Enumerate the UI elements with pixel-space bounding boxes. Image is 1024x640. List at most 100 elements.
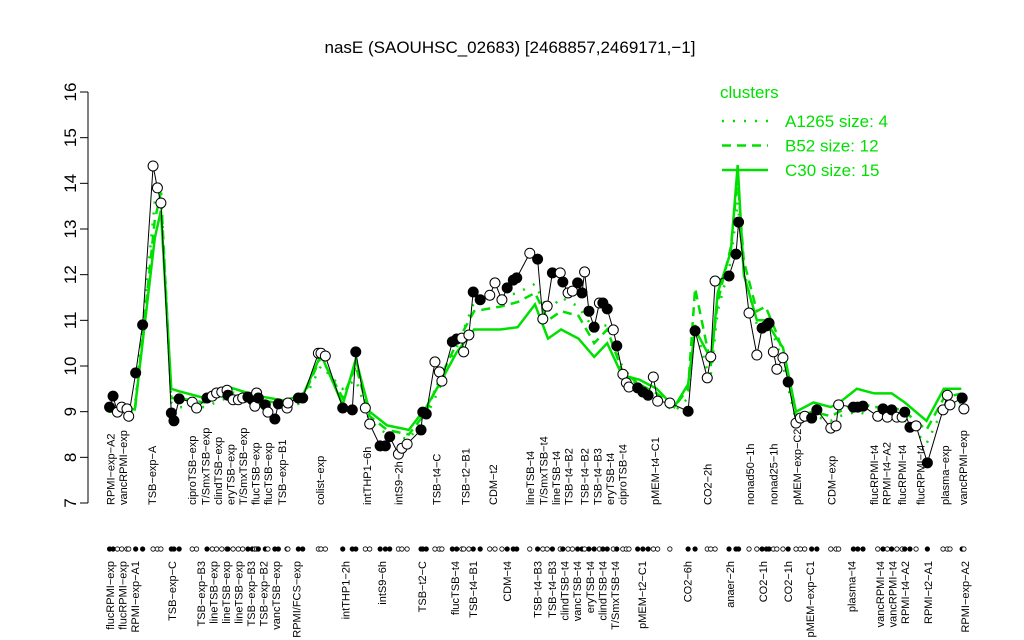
data-point <box>689 325 701 337</box>
x-label-bottom: vancTSB−exp <box>271 561 283 630</box>
data-point <box>557 276 569 288</box>
x-label-bottom: vancRPMI−t4 <box>888 561 900 627</box>
data-point <box>511 272 523 284</box>
rug-mark <box>535 546 541 552</box>
rug-mark <box>907 546 913 552</box>
rug-mark <box>404 546 410 552</box>
x-label-top: TSB−t2−B1 <box>460 448 472 505</box>
x-label-top: intTHP1−6h <box>362 447 374 505</box>
rug-mark <box>814 546 820 552</box>
data-point <box>554 267 566 279</box>
rug-mark <box>240 546 246 552</box>
rug-mark <box>797 546 803 552</box>
data-point <box>723 270 735 282</box>
data-point <box>379 440 391 452</box>
y-axis: 7 8 9 10 11 12 13 14 15 16 <box>61 83 89 508</box>
x-label-top: lineTSB−t4 <box>551 451 563 505</box>
rug-mark <box>399 546 405 552</box>
rug-mark <box>382 546 388 552</box>
data-point <box>463 329 475 341</box>
data-point <box>709 275 721 287</box>
sample-rug <box>106 546 967 552</box>
rug-mark <box>614 546 620 552</box>
rug-mark <box>477 546 483 552</box>
data-point <box>524 247 536 259</box>
data-point <box>771 363 783 375</box>
rug-mark <box>860 546 866 552</box>
rug-mark <box>119 546 125 552</box>
x-label-top: pMEM−t4−C1 <box>650 437 662 505</box>
rug-mark <box>423 546 429 552</box>
data-point <box>474 294 486 306</box>
rug-mark <box>367 546 373 552</box>
x-label-top: RPMI−t4−A2 <box>882 442 894 505</box>
rug-mark <box>504 546 510 552</box>
rug-mark <box>604 546 610 552</box>
x-label-bottom: TSB−t4−B1 <box>468 561 480 618</box>
data-point <box>956 392 968 404</box>
y-tick-label: 14 <box>61 174 80 193</box>
rug-mark <box>685 546 691 552</box>
data-point <box>701 372 713 384</box>
data-point <box>576 287 588 299</box>
data-point <box>359 402 371 414</box>
rug-mark <box>499 546 505 552</box>
x-label-bottom: RPMI/FCS−exp <box>292 561 304 638</box>
data-point <box>496 294 508 306</box>
data-point <box>941 389 953 401</box>
x-label-bottom: flucRPMI−exp <box>117 561 129 630</box>
data-point <box>811 404 823 416</box>
x-label-bottom: clindTSB−t4 <box>559 561 571 621</box>
rug-mark <box>492 546 498 552</box>
x-label-bottom: TSB−exp−B2 <box>258 561 270 626</box>
x-label-top: CDM−exp <box>827 456 839 505</box>
rug-mark <box>560 546 566 552</box>
rug-mark <box>635 546 641 552</box>
x-label-bottom: lineTSB−exp <box>221 561 233 624</box>
rug-mark <box>114 546 121 552</box>
data-point <box>588 321 600 333</box>
x-label-top: lineTSB−t4 <box>525 451 537 505</box>
y-tick-label: 8 <box>61 453 80 462</box>
x-label-top: CO2−2h <box>702 464 714 505</box>
data-point <box>433 366 445 378</box>
x-label-bottom: TSB−t2−C <box>417 561 429 612</box>
rug-mark <box>387 546 393 552</box>
data-point <box>944 399 956 411</box>
x-label-bottom: anaer−2h <box>725 561 737 608</box>
rug-mark <box>362 546 368 552</box>
rug-mark <box>655 546 661 552</box>
rug-mark <box>875 546 881 552</box>
x-label-bottom: TSB−exp−C <box>167 561 179 621</box>
data-point <box>777 352 789 364</box>
y-tick-label: 11 <box>61 312 80 330</box>
rug-mark <box>600 546 606 552</box>
data-point <box>830 420 842 432</box>
data-point <box>537 313 549 325</box>
x-label-bottom: TSB−exp−B3 <box>196 561 208 626</box>
rug-mark <box>785 546 791 552</box>
data-point <box>682 405 694 417</box>
x-label-top: intS9−2h <box>393 461 405 505</box>
data-point <box>346 404 358 416</box>
x-label-bottom: pMEM−t2−C1 <box>637 561 649 629</box>
legend-entry: C30 size: 15 <box>785 161 880 180</box>
data-point <box>151 182 163 194</box>
rug-mark <box>855 546 861 552</box>
rug-mark <box>432 546 438 552</box>
y-tick-label: 12 <box>61 265 80 284</box>
data-point <box>107 390 119 402</box>
x-label-top: ciproTSB−t4 <box>618 444 630 505</box>
rug-mark <box>150 546 156 552</box>
data-point <box>886 404 898 416</box>
rug-mark <box>884 546 890 552</box>
data-point <box>467 286 479 298</box>
data-point <box>664 397 676 409</box>
rug-mark <box>754 546 760 552</box>
x-label-top: flucTSB−exp <box>251 442 263 505</box>
data-point <box>269 413 281 425</box>
data-point <box>910 420 922 432</box>
data-point <box>458 346 470 358</box>
x-label-bottom: vancTSB−t4 <box>572 561 584 621</box>
data-point <box>733 216 745 228</box>
